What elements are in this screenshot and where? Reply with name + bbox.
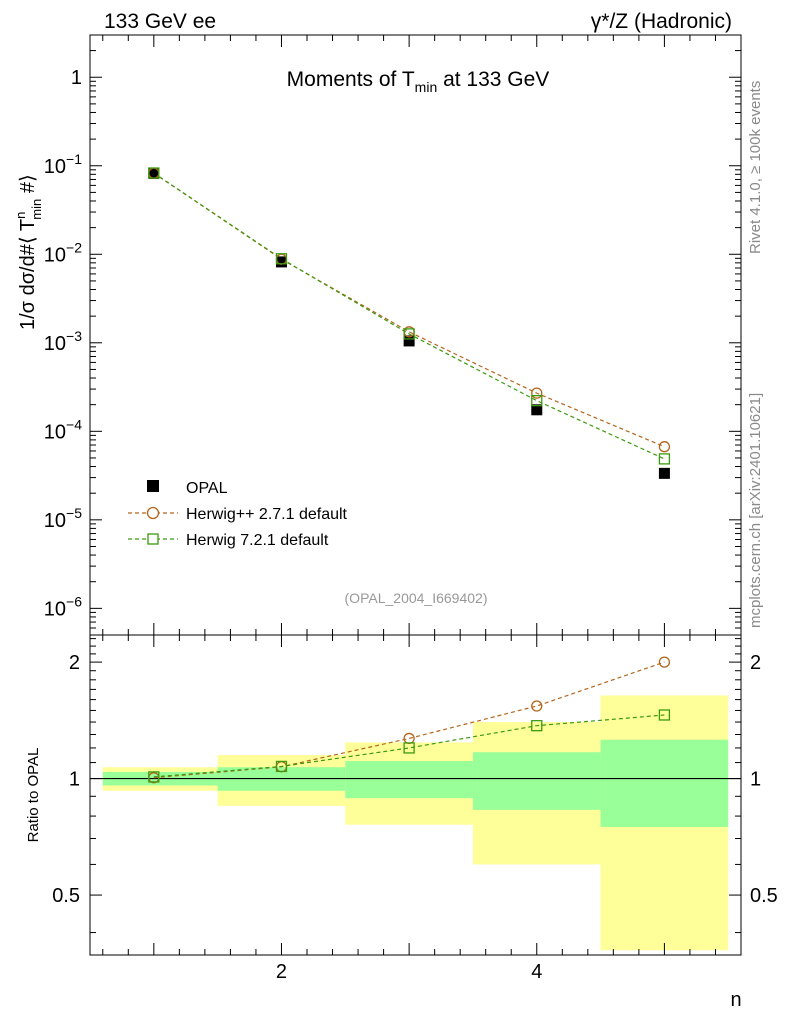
herwigpp-point [531,387,543,399]
ratio-curve-1 [153,714,665,778]
ratio-curves [153,661,665,779]
ratio-points [148,656,671,784]
ratio-ytick-label-left: 2 [69,652,80,674]
legend: OPAL Herwig++ 2.7.1 default Herwig 7.2.1… [128,480,348,549]
rivet-label: Rivet 4.1.0, ≥ 100k events [747,81,764,254]
main-ytick-label: 1 [71,67,82,89]
main-ytick-label: 10−4 [44,416,82,443]
legend-label-herwig7: Herwig 7.2.1 default [186,532,329,549]
ratio-herwigpp-point [658,656,671,668]
xtick-label: 2 [276,961,287,983]
main-ytick-labels: 10−6 10−5 10−4 10−3 10−2 10−1 1 [44,67,82,620]
ratio-band-inner [600,739,729,827]
legend-marker-herwigpp [146,506,160,520]
main-curve-2 [153,172,665,460]
xaxis-label: n [730,989,741,1011]
ratio-herwig7-point [403,742,415,754]
opal-point [403,335,415,347]
ratio-bands [102,695,729,951]
main-points [148,167,671,479]
legend-marker-opal [147,480,159,492]
main-ytick-label: 10−5 [44,505,82,532]
mcplots-label: mcplots.cern.ch [arXiv:2401.10621] [747,393,764,628]
ratio-ticks [90,635,741,955]
main-ytick-label: 10−1 [44,151,82,178]
ratio-herwig7-point [531,720,543,732]
header-left: 133 GeV ee [104,10,216,33]
main-ylabel: 1/σ dσ/d#⟨ Tnmin #⟩ [13,174,44,330]
main-curve-1 [153,172,665,448]
main-title: Moments of Tmin at 133 GeV [287,68,550,95]
main-panel: 10−6 10−5 10−4 10−3 10−2 10−1 1 Moments of Tmi… [13,34,742,636]
ratio-herwigpp-point [531,700,543,712]
herwig7-point [148,167,160,179]
analysis-watermark: (OPAL_2004_I669402) [345,590,488,606]
main-curves [153,172,665,460]
ratio-band-inner [345,761,473,799]
opal-point [148,167,160,179]
opal-point [658,467,670,479]
main-ticks [90,34,741,636]
main-ytick-label: 10−3 [44,328,82,355]
legend-label-opal: OPAL [186,480,228,497]
ratio-herwig7-point [148,771,160,783]
ratio-ytick-labels: 0.5 0.5 1 1 2 2 [52,652,778,907]
ratio-ytick-label-right: 0.5 [750,885,778,907]
opal-point [275,256,287,268]
header-right: γ*/Z (Hadronic) [591,10,732,33]
ratio-band-inner [472,752,601,810]
ratio-herwig7-point [275,760,288,773]
ratio-ytick-label-right: 1 [750,769,761,791]
legend-label-herwigpp: Herwig++ 2.7.1 default [186,506,348,523]
herwig7-point [403,328,415,340]
ratio-ytick-label-left: 0.5 [52,885,80,907]
herwigpp-point [658,441,671,453]
opal-point [531,404,543,416]
ratio-herwig7-point [658,709,671,721]
ratio-ylabel: Ratio to OPAL [25,748,42,843]
herwig7-point [531,395,543,407]
ratio-herwigpp-point [403,732,415,745]
main-ytick-label: 10−6 [44,593,82,620]
legend-marker-herwig7 [147,533,159,545]
xtick-label: 4 [531,961,542,983]
ratio-frame [89,634,742,956]
herwig7-point [275,253,288,265]
main-ytick-label: 10−2 [44,239,82,266]
herwig7-point [658,453,671,465]
ratio-ytick-label-right: 2 [750,652,761,674]
ratio-ytick-label-left: 1 [69,769,80,791]
